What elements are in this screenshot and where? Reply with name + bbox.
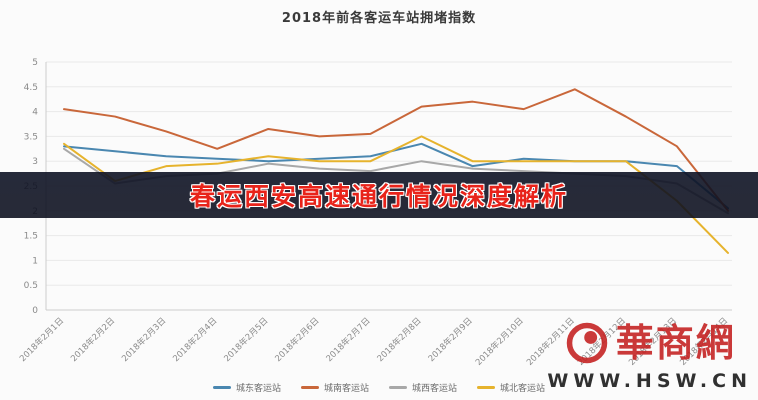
legend-label: 城北客运站	[500, 384, 546, 394]
svg-text:3: 3	[32, 157, 38, 167]
legend-swatch	[300, 386, 319, 389]
legend-label: 城南客运站	[323, 384, 369, 394]
chart-legend: 城东客运站 城南客运站 城西客运站 城北客运站	[0, 381, 758, 394]
x-tick-label: 2018年2月2日	[68, 315, 117, 364]
chart-title: 2018年前各客运车站拥堵指数	[281, 11, 477, 26]
svg-text:4.5: 4.5	[24, 83, 38, 93]
headline-banner: 春运西安高速通行情况深度解析	[0, 172, 758, 218]
watermark-brand-row: 華商網	[564, 320, 736, 366]
watermark-url: WWW.HSW.CN	[547, 370, 752, 392]
watermark: 華商網 WWW.HSW.CN	[547, 320, 752, 392]
series-line-1	[63, 88, 729, 212]
legend-item: 城东客运站	[212, 381, 281, 394]
hsw-logo-icon	[566, 322, 607, 364]
legend-swatch	[212, 386, 231, 389]
x-tick-label: 2018年2月3日	[120, 315, 169, 364]
x-tick-label: 2018年2月5日	[222, 315, 271, 364]
watermark-brand: 華商網	[615, 320, 736, 365]
svg-text:5: 5	[32, 58, 38, 68]
legend-swatch	[389, 386, 407, 389]
svg-text:4: 4	[32, 108, 38, 118]
x-tick-label: 2018年2月10日	[473, 315, 526, 368]
svg-text:0.5: 0.5	[24, 281, 38, 291]
x-tick-label: 2018年2月6日	[273, 315, 322, 364]
legend-label: 城西客运站	[412, 384, 458, 394]
x-tick-label: 2018年2月4日	[171, 315, 220, 364]
svg-text:1.5: 1.5	[24, 232, 38, 242]
series-line-3	[63, 135, 729, 254]
legend-item: 城南客运站	[300, 381, 369, 394]
x-tick-label: 2018年2月7日	[324, 315, 373, 364]
legend-label: 城东客运站	[235, 384, 281, 394]
x-tick-label: 2018年2月1日	[17, 315, 66, 364]
x-tick-label: 2018年2月9日	[426, 315, 475, 364]
headline-text: 春运西安高速通行情况深度解析	[189, 182, 568, 211]
svg-text:1: 1	[32, 256, 38, 266]
legend-item: 城北客运站	[477, 381, 545, 394]
svg-text:0: 0	[32, 306, 38, 316]
legend-swatch	[477, 386, 496, 389]
gridlines	[45, 61, 732, 311]
x-tick-label: 2018年2月8日	[375, 315, 424, 364]
svg-text:3.5: 3.5	[24, 132, 38, 142]
legend-item: 城西客运站	[389, 381, 457, 394]
